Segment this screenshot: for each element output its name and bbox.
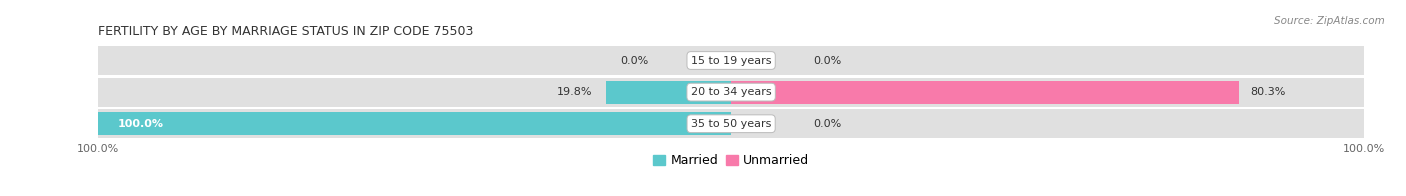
Bar [731, 109, 1364, 138]
Bar [606, 81, 731, 103]
Text: 20 to 34 years: 20 to 34 years [690, 87, 772, 97]
Bar [731, 81, 1239, 103]
Bar [98, 112, 731, 135]
Text: 80.3%: 80.3% [1250, 87, 1285, 97]
Bar [98, 78, 731, 107]
Text: 19.8%: 19.8% [557, 87, 592, 97]
Legend: Married, Unmarried: Married, Unmarried [648, 149, 814, 172]
Text: 15 to 19 years: 15 to 19 years [690, 55, 772, 65]
Text: 100.0%: 100.0% [117, 119, 163, 129]
Text: 35 to 50 years: 35 to 50 years [690, 119, 772, 129]
Bar [98, 109, 731, 138]
Text: 0.0%: 0.0% [620, 55, 648, 65]
Text: FERTILITY BY AGE BY MARRIAGE STATUS IN ZIP CODE 75503: FERTILITY BY AGE BY MARRIAGE STATUS IN Z… [98, 25, 474, 38]
Text: Source: ZipAtlas.com: Source: ZipAtlas.com [1274, 16, 1385, 26]
Bar [98, 46, 731, 75]
Text: 0.0%: 0.0% [813, 119, 842, 129]
Bar [731, 46, 1364, 75]
Bar [731, 78, 1364, 107]
Text: 0.0%: 0.0% [813, 55, 842, 65]
